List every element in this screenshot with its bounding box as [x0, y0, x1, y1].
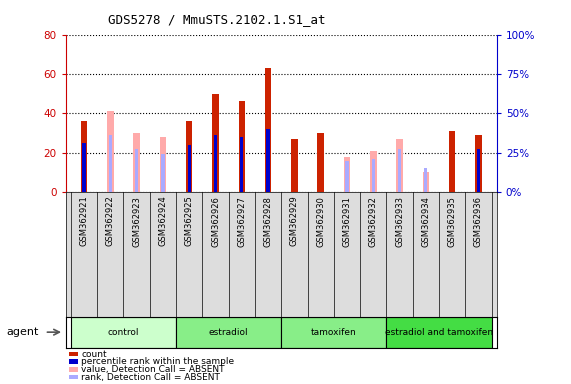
Text: GSM362932: GSM362932 [369, 196, 378, 247]
Bar [317, 133, 324, 192]
Bar [160, 137, 166, 192]
Bar [214, 135, 217, 192]
Text: GSM362934: GSM362934 [421, 196, 431, 247]
Bar [135, 149, 138, 192]
Bar [423, 172, 429, 192]
Text: control: control [108, 328, 139, 337]
Bar [477, 149, 480, 192]
Text: count: count [81, 349, 107, 359]
Bar [424, 169, 428, 192]
Bar [212, 94, 219, 192]
Text: GSM362933: GSM362933 [395, 196, 404, 247]
Bar [267, 129, 270, 192]
Text: GSM362921: GSM362921 [79, 196, 89, 247]
Text: GSM362925: GSM362925 [184, 196, 194, 247]
Text: GSM362923: GSM362923 [132, 196, 141, 247]
Bar [71, 317, 176, 348]
Bar [370, 151, 376, 192]
Bar [344, 157, 350, 192]
Text: estradiol and tamoxifen: estradiol and tamoxifen [385, 328, 493, 337]
Text: tamoxifen: tamoxifen [311, 328, 357, 337]
Text: GSM362929: GSM362929 [290, 196, 299, 247]
Text: GSM362927: GSM362927 [238, 196, 246, 247]
Bar [291, 139, 297, 192]
Text: percentile rank within the sample: percentile rank within the sample [81, 357, 234, 366]
Text: GSM362926: GSM362926 [211, 196, 220, 247]
Bar [108, 135, 112, 192]
Bar [372, 159, 375, 192]
Bar [396, 139, 403, 192]
Text: agent: agent [7, 327, 39, 337]
Bar [107, 111, 114, 192]
Bar [176, 317, 281, 348]
Bar [81, 121, 87, 192]
Bar [186, 121, 192, 192]
Text: GSM362935: GSM362935 [448, 196, 457, 247]
Bar [475, 135, 482, 192]
Text: GSM362936: GSM362936 [474, 196, 483, 247]
Text: rank, Detection Call = ABSENT: rank, Detection Call = ABSENT [81, 372, 220, 382]
Bar [240, 137, 243, 192]
Bar [281, 317, 387, 348]
Bar [398, 149, 401, 192]
Text: GSM362924: GSM362924 [158, 196, 167, 247]
Text: GSM362930: GSM362930 [316, 196, 325, 247]
Bar [187, 145, 191, 192]
Text: estradiol: estradiol [209, 328, 248, 337]
Bar [239, 101, 245, 192]
Bar [387, 317, 492, 348]
Bar [82, 143, 86, 192]
Bar [449, 131, 455, 192]
Bar [161, 154, 164, 192]
Bar [265, 68, 271, 192]
Text: GSM362922: GSM362922 [106, 196, 115, 247]
Bar [345, 161, 348, 192]
Text: GSM362931: GSM362931 [343, 196, 351, 247]
Text: GDS5278 / MmuSTS.2102.1.S1_at: GDS5278 / MmuSTS.2102.1.S1_at [108, 13, 325, 26]
Bar [134, 133, 140, 192]
Text: GSM362928: GSM362928 [264, 196, 272, 247]
Text: value, Detection Call = ABSENT: value, Detection Call = ABSENT [81, 365, 224, 374]
